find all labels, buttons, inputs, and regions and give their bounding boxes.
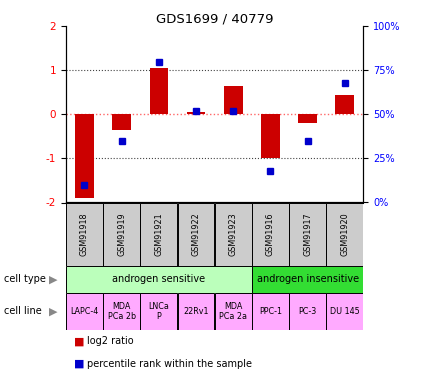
Bar xyxy=(150,68,168,114)
Text: GSM91918: GSM91918 xyxy=(80,213,89,256)
Bar xyxy=(326,202,363,266)
Bar xyxy=(335,94,354,114)
Text: log2 ratio: log2 ratio xyxy=(87,336,134,346)
Text: GSM91923: GSM91923 xyxy=(229,213,238,256)
Bar xyxy=(261,114,280,158)
Text: MDA
PCa 2b: MDA PCa 2b xyxy=(108,302,136,321)
Text: GSM91920: GSM91920 xyxy=(340,213,349,256)
Bar xyxy=(252,292,289,330)
Bar xyxy=(112,114,131,130)
Bar xyxy=(178,292,215,330)
Text: ■: ■ xyxy=(74,336,85,346)
Bar xyxy=(66,292,103,330)
Bar xyxy=(289,292,326,330)
Bar xyxy=(298,114,317,123)
Text: cell type: cell type xyxy=(4,274,46,284)
Text: MDA
PCa 2a: MDA PCa 2a xyxy=(219,302,247,321)
Bar xyxy=(140,202,177,266)
Bar xyxy=(66,266,252,292)
Bar xyxy=(103,202,140,266)
Text: GSM91917: GSM91917 xyxy=(303,213,312,256)
Text: ▶: ▶ xyxy=(49,274,57,284)
Text: DU 145: DU 145 xyxy=(330,307,360,316)
Bar xyxy=(215,292,252,330)
Bar xyxy=(75,114,94,198)
Bar xyxy=(252,266,363,292)
Bar xyxy=(224,86,243,114)
Bar xyxy=(187,112,205,114)
Bar xyxy=(66,202,103,266)
Text: PC-3: PC-3 xyxy=(298,307,317,316)
Bar xyxy=(252,202,289,266)
Text: GSM91922: GSM91922 xyxy=(192,213,201,256)
Text: percentile rank within the sample: percentile rank within the sample xyxy=(87,359,252,369)
Title: GDS1699 / 40779: GDS1699 / 40779 xyxy=(156,12,273,25)
Text: LNCa
P: LNCa P xyxy=(148,302,169,321)
Bar xyxy=(289,202,326,266)
Bar xyxy=(103,292,140,330)
Text: cell line: cell line xyxy=(4,306,42,316)
Bar xyxy=(215,202,252,266)
Bar xyxy=(178,202,215,266)
Text: androgen insensitive: androgen insensitive xyxy=(257,274,359,284)
Text: LAPC-4: LAPC-4 xyxy=(71,307,99,316)
Text: GSM91921: GSM91921 xyxy=(154,213,163,256)
Text: GSM91919: GSM91919 xyxy=(117,213,126,256)
Text: androgen sensitive: androgen sensitive xyxy=(112,274,205,284)
Text: 22Rv1: 22Rv1 xyxy=(183,307,209,316)
Bar xyxy=(326,292,363,330)
Bar xyxy=(140,292,177,330)
Text: ■: ■ xyxy=(74,359,85,369)
Text: PPC-1: PPC-1 xyxy=(259,307,282,316)
Text: ▶: ▶ xyxy=(49,306,57,316)
Text: GSM91916: GSM91916 xyxy=(266,213,275,256)
